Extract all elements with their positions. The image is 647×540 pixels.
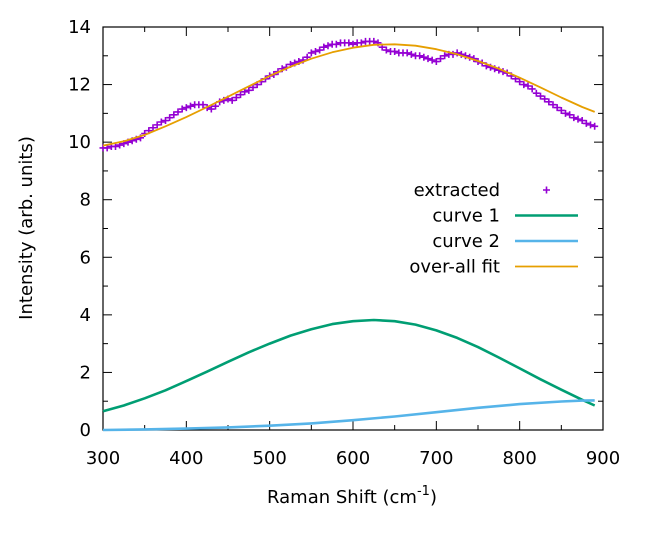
data-point xyxy=(391,47,399,55)
data-point xyxy=(312,47,319,55)
y-tick-label: 10 xyxy=(68,132,91,153)
data-point xyxy=(232,94,240,102)
data-point xyxy=(228,96,236,104)
data-point xyxy=(324,42,332,50)
x-tick-label: 400 xyxy=(169,448,203,469)
y-tick-label: 12 xyxy=(68,75,91,96)
data-point xyxy=(420,53,428,61)
data-point xyxy=(428,56,436,64)
data-point xyxy=(174,108,182,116)
data-point xyxy=(382,46,390,54)
data-point xyxy=(178,105,186,113)
data-point xyxy=(562,109,569,117)
data-point xyxy=(516,78,524,86)
data-point xyxy=(153,121,161,129)
data-point xyxy=(545,98,553,106)
legend-marker xyxy=(543,186,550,194)
data-point xyxy=(162,117,169,125)
data-point xyxy=(520,81,528,89)
data-point xyxy=(570,114,578,122)
y-tick-label: 4 xyxy=(80,305,91,326)
x-tick-label: 700 xyxy=(419,448,453,469)
data-point xyxy=(112,142,119,150)
x-tick-label: 600 xyxy=(336,448,370,469)
y-tick-label: 6 xyxy=(80,247,91,268)
data-point xyxy=(237,91,244,99)
data-point xyxy=(207,105,215,113)
data-point xyxy=(320,43,328,51)
data-point xyxy=(349,40,357,48)
data-point xyxy=(332,40,340,48)
data-point xyxy=(437,55,444,63)
data-point xyxy=(553,104,561,112)
data-point xyxy=(582,119,590,127)
series-extracted xyxy=(99,37,599,152)
x-axis-title: Raman Shift (cm-1) xyxy=(267,484,437,508)
data-point xyxy=(316,46,324,54)
data-point xyxy=(557,106,565,114)
data-point xyxy=(199,101,207,109)
data-point xyxy=(541,95,549,103)
data-point xyxy=(241,88,249,96)
series-line-curve-1 xyxy=(102,318,596,413)
data-point xyxy=(187,102,194,110)
x-tick-label: 800 xyxy=(502,448,536,469)
legend-label: curve 1 xyxy=(432,206,500,227)
data-point xyxy=(149,124,157,132)
data-point xyxy=(407,50,415,58)
data-point xyxy=(416,52,424,60)
data-point xyxy=(587,121,594,129)
series-line-over-all-fit xyxy=(102,43,596,147)
data-point xyxy=(182,104,190,112)
data-point xyxy=(528,85,536,93)
y-axis-title: Intensity (arb. units) xyxy=(16,136,37,320)
data-point xyxy=(549,101,557,109)
data-point xyxy=(441,52,449,60)
data-point xyxy=(574,115,582,123)
y-tick-label: 14 xyxy=(68,17,91,38)
data-point xyxy=(357,39,365,47)
legend-label: curve 2 xyxy=(432,231,500,252)
data-point xyxy=(532,89,540,97)
y-tick-labels: 0 2 4 6 8 10 12 14 xyxy=(68,17,91,441)
data-point xyxy=(537,92,544,100)
data-point xyxy=(370,37,378,45)
data-point xyxy=(578,117,586,125)
legend-label: extracted xyxy=(414,180,500,201)
data-point xyxy=(307,49,315,57)
x-tick-label: 500 xyxy=(252,448,286,469)
series-line-curve-2 xyxy=(102,399,595,432)
data-point xyxy=(424,55,432,63)
legend-label: over-all fit xyxy=(409,257,500,278)
x-tick-labels: 300 400 500 600 700 800 900 xyxy=(86,448,620,469)
data-point xyxy=(403,49,411,57)
y-tick-label: 8 xyxy=(80,190,91,211)
legend: extracted curve 1 curve 2 over-all fit xyxy=(409,180,578,278)
data-point xyxy=(524,82,532,90)
data-point xyxy=(345,39,353,47)
series-layer xyxy=(99,37,599,432)
data-point xyxy=(157,118,165,126)
y-tick-label: 0 xyxy=(80,420,91,441)
data-point xyxy=(170,111,178,119)
data-point xyxy=(566,111,574,119)
data-point xyxy=(432,58,440,66)
data-point xyxy=(245,86,253,94)
x-tick-label: 300 xyxy=(86,448,120,469)
data-point xyxy=(166,114,174,122)
data-point xyxy=(591,122,599,130)
axis-ticks xyxy=(102,26,604,431)
x-tick-label: 900 xyxy=(586,448,620,469)
y-tick-label: 2 xyxy=(80,362,91,383)
